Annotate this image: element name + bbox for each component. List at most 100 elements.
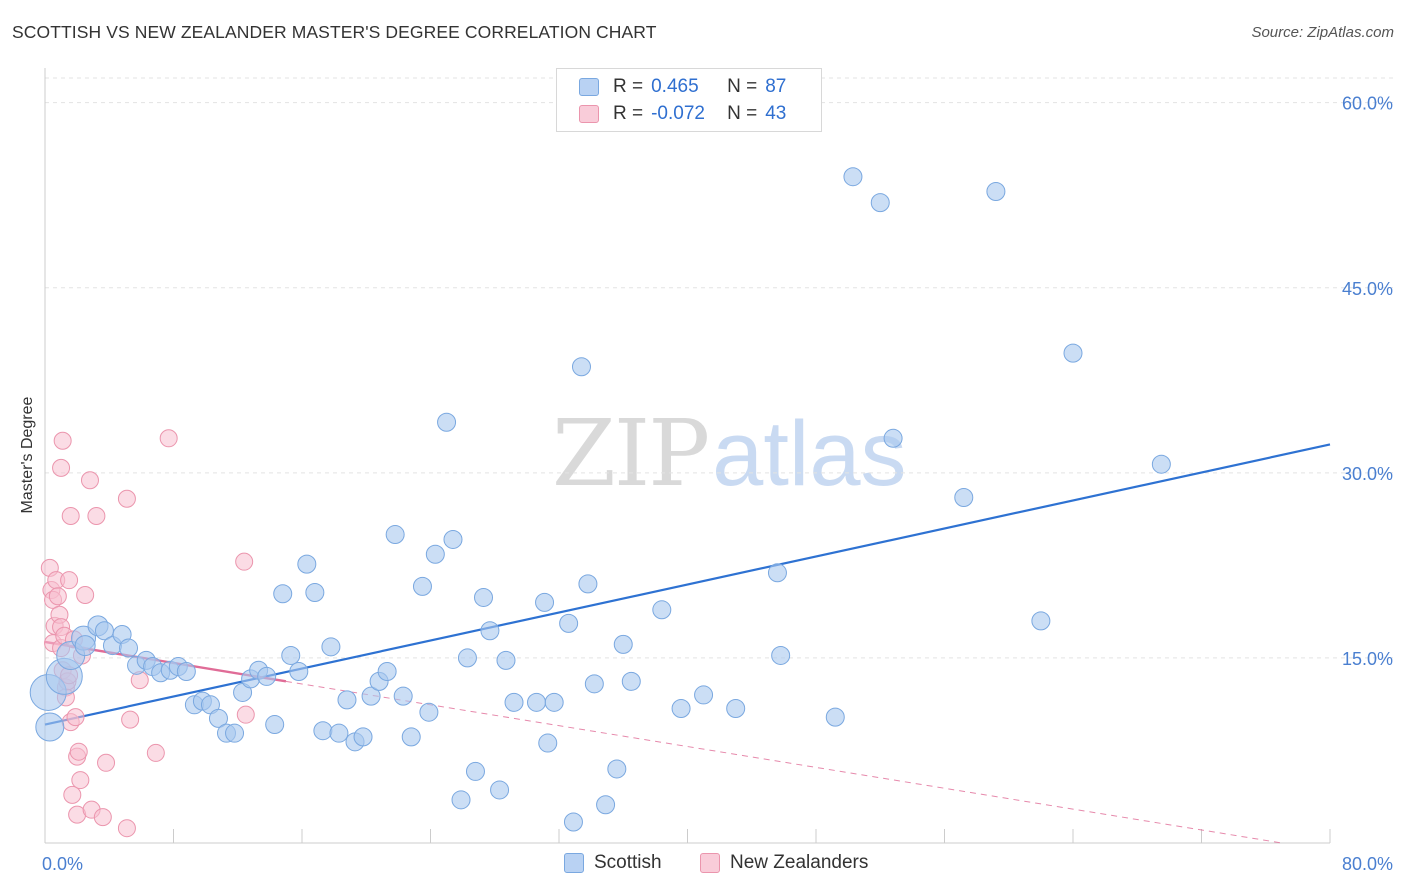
tick-labels: 15.0% 30.0% 45.0% 60.0% 0.0% 80.0% — [42, 94, 1393, 874]
point-scottish — [726, 699, 746, 719]
point-scottish — [883, 428, 903, 448]
y-tick-label: 60.0% — [1342, 94, 1393, 114]
point-scottish — [393, 686, 413, 706]
point-scottish — [986, 182, 1006, 202]
point-scottish — [273, 584, 293, 604]
point-scottish — [767, 563, 787, 583]
series-legend-new-zealanders[interactable]: New Zealanders — [700, 852, 868, 874]
point-scottish — [457, 648, 477, 668]
point-new-zealanders — [63, 785, 82, 804]
point-scottish — [1063, 343, 1083, 363]
legend-n-label: N = — [727, 103, 758, 124]
point-scottish — [825, 707, 845, 727]
series-label-scottish: Scottish — [594, 852, 662, 873]
legend-r-label: R = — [613, 103, 644, 124]
point-scottish — [35, 712, 65, 742]
point-new-zealanders — [117, 489, 136, 508]
point-scottish — [297, 554, 317, 574]
point-new-zealanders — [159, 429, 178, 448]
series-label-new-zealanders: New Zealanders — [730, 852, 869, 873]
point-scottish — [571, 357, 591, 377]
point-scottish — [208, 708, 228, 728]
point-scottish — [621, 671, 641, 691]
point-scottish — [465, 761, 485, 781]
point-scottish — [578, 574, 598, 594]
point-scottish — [412, 576, 432, 596]
point-new-zealanders — [117, 819, 136, 838]
point-scottish — [361, 686, 381, 706]
points-scottish — [29, 167, 1171, 832]
point-scottish — [353, 727, 373, 747]
point-scottish — [289, 661, 309, 681]
point-scottish — [225, 723, 245, 743]
point-scottish — [443, 529, 463, 549]
point-scottish — [671, 699, 691, 719]
point-scottish — [652, 600, 672, 620]
point-scottish — [257, 666, 277, 686]
stats-legend: R = 0.465 N = 87 R = -0.072 N = 43 — [556, 68, 822, 132]
point-scottish — [281, 645, 301, 665]
point-scottish — [425, 544, 445, 564]
legend-swatch-new-zealanders — [579, 105, 599, 123]
point-scottish — [313, 721, 333, 741]
point-scottish — [527, 692, 547, 712]
point-scottish — [535, 592, 555, 612]
point-scottish — [337, 690, 357, 710]
legend-row-new-zealanders: R = -0.072 N = 43 — [579, 102, 786, 126]
point-scottish — [176, 661, 196, 681]
watermark-atlas: atlas — [712, 403, 907, 505]
series-legend-scottish[interactable]: Scottish — [564, 852, 662, 874]
point-scottish — [265, 715, 285, 735]
series-swatch-new-zealanders — [700, 853, 720, 873]
point-scottish — [563, 812, 583, 832]
point-scottish — [954, 488, 974, 508]
point-scottish — [329, 723, 349, 743]
point-scottish — [1031, 611, 1051, 631]
legend-n-label: N = — [727, 76, 758, 97]
watermark-zip: ZIP — [552, 400, 710, 507]
point-new-zealanders — [76, 585, 95, 604]
point-scottish — [451, 790, 471, 810]
grid-lines — [45, 77, 1395, 659]
trend-line-scottish — [44, 443, 1331, 726]
x-tick-label: 0.0% — [42, 854, 83, 874]
point-new-zealanders — [69, 742, 88, 761]
point-new-zealanders — [60, 571, 79, 590]
point-new-zealanders — [146, 743, 165, 762]
point-scottish — [538, 733, 558, 753]
point-new-zealanders — [97, 753, 116, 772]
point-scottish — [504, 692, 524, 712]
point-scottish — [596, 795, 616, 815]
point-scottish — [870, 193, 890, 213]
point-scottish — [305, 583, 325, 603]
point-scottish — [607, 759, 627, 779]
y-tick-label: 30.0% — [1342, 464, 1393, 484]
point-new-zealanders — [61, 507, 80, 526]
point-scottish — [1151, 454, 1171, 474]
legend-n-value: 87 — [765, 76, 787, 97]
point-scottish — [321, 637, 341, 657]
point-scottish — [474, 587, 494, 607]
legend-n-value: 43 — [765, 103, 787, 124]
y-tick-label: 45.0% — [1342, 279, 1393, 299]
point-scottish — [119, 638, 139, 658]
point-scottish — [480, 621, 500, 641]
watermark: ZIPatlas — [552, 400, 907, 507]
point-new-zealanders — [53, 431, 72, 450]
trend-lines — [44, 443, 1331, 844]
trend-line-new-zealanders-extension — [285, 680, 1282, 844]
point-scottish — [544, 692, 564, 712]
point-scottish — [437, 412, 457, 432]
point-new-zealanders — [121, 710, 140, 729]
legend-row-scottish: R = 0.465 N = 87 — [579, 75, 786, 99]
point-scottish — [401, 727, 421, 747]
point-new-zealanders — [93, 808, 112, 827]
series-legend: Scottish New Zealanders — [0, 852, 1406, 876]
point-new-zealanders — [80, 471, 99, 490]
point-scottish — [771, 645, 791, 665]
legend-r-value: 0.465 — [651, 76, 699, 97]
point-scottish — [559, 613, 579, 633]
point-new-zealanders — [48, 587, 67, 606]
x-tick-label: 80.0% — [1342, 854, 1393, 874]
